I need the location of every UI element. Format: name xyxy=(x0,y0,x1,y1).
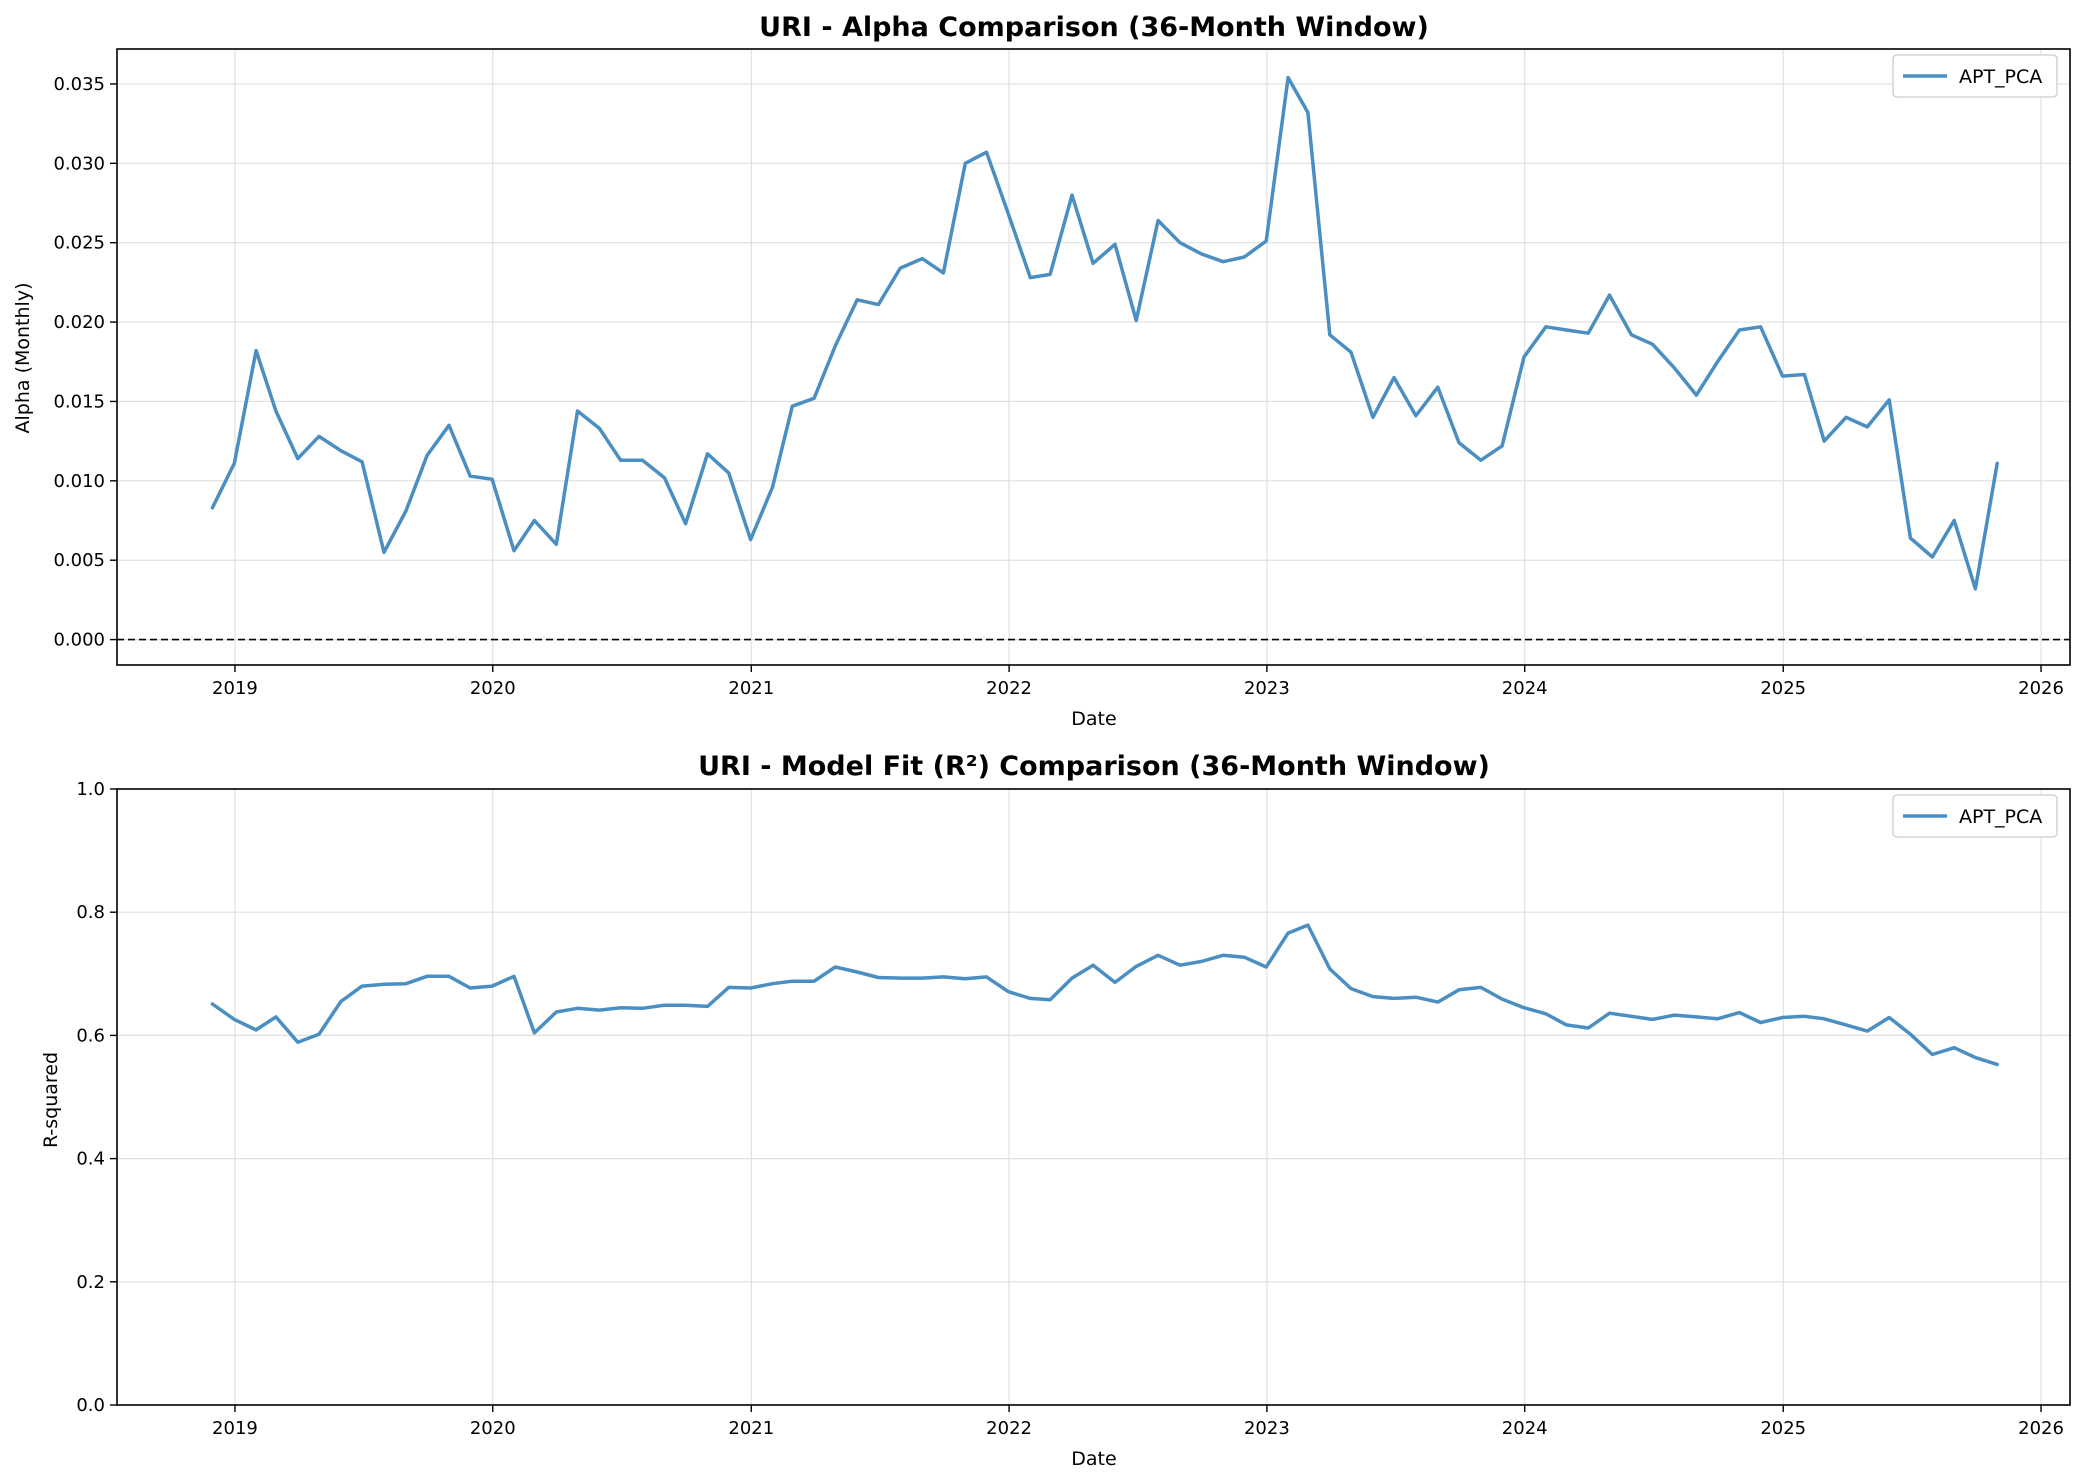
series-line-apt-pca xyxy=(210,923,1999,1067)
x-tick-label: 2022 xyxy=(986,1418,1032,1439)
x-tick-label: 2019 xyxy=(212,1418,258,1439)
y-tick-label: 0.000 xyxy=(53,630,105,651)
y-tick-label: 0.020 xyxy=(53,312,105,333)
x-axis-label: Date xyxy=(1071,708,1116,730)
y-tick-label: 0.025 xyxy=(53,233,105,254)
series-lines xyxy=(210,923,1999,1067)
y-tick-label: 0.8 xyxy=(76,902,105,923)
x-tick-label: 2021 xyxy=(728,1418,774,1439)
y-tick-label: 0.0 xyxy=(76,1395,105,1416)
x-tick-label: 2022 xyxy=(986,678,1032,699)
chart-title: URI - Alpha Comparison (36-Month Window) xyxy=(759,12,1429,43)
legend-label: APT_PCA xyxy=(1959,806,2042,828)
x-tick-label: 2024 xyxy=(1502,1418,1548,1439)
x-tick-label: 2023 xyxy=(1244,678,1290,699)
y-axis-ticks: 0.000 0.005 0.010 0.015 0.020 0.025 0.030 0.035 xyxy=(53,74,117,651)
x-axis-ticks: 2019 2020 2021 2022 2023 2024 2025 2026 xyxy=(212,665,2064,699)
x-tick-label: 2021 xyxy=(728,678,774,699)
r-squared-chart: URI - Model Fit (R²) Comparison (36-Mont… xyxy=(40,751,2071,1470)
x-axis-label: Date xyxy=(1071,1448,1116,1470)
legend: APT_PCA xyxy=(1892,54,2058,98)
y-tick-label: 0.015 xyxy=(53,391,105,412)
legend-label: APT_PCA xyxy=(1959,66,2042,88)
y-tick-label: 1.0 xyxy=(76,779,105,800)
x-tick-label: 2025 xyxy=(1760,678,1806,699)
legend-box xyxy=(1892,54,2058,98)
legend: APT_PCA xyxy=(1892,794,2058,838)
x-axis-ticks: 2019 2020 2021 2022 2023 2024 2025 2026 xyxy=(212,1405,2064,1439)
x-tick-label: 2023 xyxy=(1244,1418,1290,1439)
y-tick-label: 0.010 xyxy=(53,471,105,492)
legend-box xyxy=(1892,794,2058,838)
axes-frame xyxy=(116,788,2071,1406)
series-line-apt-pca xyxy=(210,75,1999,591)
x-tick-label: 2024 xyxy=(1502,678,1548,699)
y-axis-label: R-squared xyxy=(40,1052,62,1148)
y-axis-ticks: 0.0 0.2 0.4 0.6 0.8 1.0 xyxy=(76,779,117,1416)
alpha-chart: URI - Alpha Comparison (36-Month Window)… xyxy=(12,12,2071,730)
x-tick-label: 2019 xyxy=(212,678,258,699)
x-tick-label: 2025 xyxy=(1760,1418,1806,1439)
x-tick-label: 2020 xyxy=(470,678,516,699)
y-tick-label: 0.035 xyxy=(53,74,105,95)
x-tick-label: 2026 xyxy=(2018,678,2064,699)
y-tick-label: 0.4 xyxy=(76,1149,105,1170)
y-axis-label: Alpha (Monthly) xyxy=(12,283,34,434)
chart-title: URI - Model Fit (R²) Comparison (36-Mont… xyxy=(698,751,1490,782)
series-lines xyxy=(210,75,1999,591)
x-tick-label: 2020 xyxy=(470,1418,516,1439)
x-tick-label: 2026 xyxy=(2018,1418,2064,1439)
axes-frame xyxy=(116,48,2071,666)
y-tick-label: 0.005 xyxy=(53,550,105,571)
y-tick-label: 0.030 xyxy=(53,153,105,174)
y-tick-label: 0.2 xyxy=(76,1272,105,1293)
y-tick-label: 0.6 xyxy=(76,1025,105,1046)
